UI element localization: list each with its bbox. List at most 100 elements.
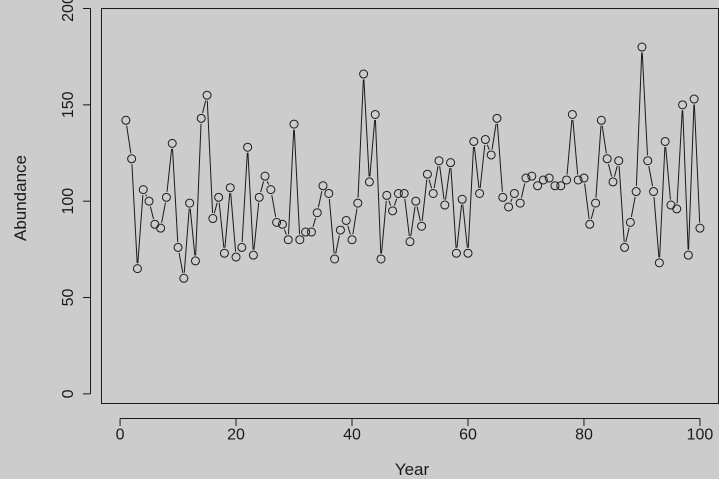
data-point: [695, 223, 705, 233]
data-point: [602, 154, 612, 164]
data-point: [411, 196, 421, 206]
data-point: [196, 113, 206, 123]
series-line-segment: [126, 125, 132, 154]
series-line-segment: [416, 206, 421, 221]
data-point: [364, 177, 374, 187]
data-point: [138, 185, 148, 195]
series-line-segment: [357, 79, 364, 198]
series-line-segment: [688, 104, 695, 250]
data-point: [533, 181, 543, 191]
series-line-segment: [312, 217, 317, 227]
data-point: [457, 194, 467, 204]
series-line-segment: [266, 180, 270, 185]
series-line-segment: [456, 204, 463, 248]
series-line-segment: [682, 110, 689, 250]
data-point: [498, 192, 508, 202]
series-line-segment: [608, 164, 613, 177]
data-point: [190, 256, 200, 266]
data-point: [219, 248, 229, 258]
x-tick-label: 60: [459, 426, 477, 443]
series-line-segment: [218, 202, 225, 248]
series-line-segment: [224, 193, 231, 248]
data-point: [359, 69, 369, 79]
series-line-segment: [653, 196, 660, 258]
series-line-segment: [213, 202, 218, 214]
y-tick-label: 200: [60, 0, 77, 22]
data-point: [649, 187, 659, 197]
series-line-segment: [584, 183, 590, 219]
data-point: [243, 142, 253, 152]
data-point: [260, 171, 270, 181]
series-line-segment: [369, 119, 376, 177]
x-tick-label: 40: [343, 426, 361, 443]
series-line-segment: [317, 191, 323, 208]
axis-layer: 0 20 40 60 80 100 0 50 100 150 200: [60, 0, 713, 443]
series-line-segment: [166, 148, 173, 192]
series-line-segment: [230, 193, 237, 252]
data-point: [353, 198, 363, 208]
series-line-segment: [665, 146, 671, 200]
data-point: [428, 188, 438, 198]
data-point: [666, 200, 676, 210]
data-point: [335, 225, 345, 235]
series-line-segment: [161, 202, 166, 223]
y-axis-title: Abundance: [11, 155, 30, 241]
series-line-segment: [467, 146, 475, 248]
series-line-segment: [462, 204, 468, 248]
series-line-segment: [613, 165, 618, 177]
data-point: [179, 273, 189, 283]
data-point: [301, 227, 311, 237]
data-point: [591, 198, 601, 208]
series-line-segment: [595, 125, 602, 198]
series-line-segment: [693, 104, 701, 223]
data-point: [289, 119, 299, 129]
data-point: [341, 215, 351, 225]
plot-frame: [101, 8, 719, 404]
data-point: [579, 173, 589, 183]
series-line-segment: [183, 208, 190, 273]
data-point: [480, 135, 490, 145]
data-point: [556, 181, 566, 191]
series-line-segment: [648, 166, 654, 187]
data-point: [312, 208, 322, 218]
data-point: [399, 188, 409, 198]
data-point: [237, 242, 247, 252]
series-line-segment: [491, 123, 497, 150]
data-point: [161, 192, 171, 202]
series-line-segment: [421, 179, 428, 221]
series-line-segment: [137, 195, 144, 264]
data-point: [620, 242, 630, 252]
x-tick-label: 0: [116, 426, 125, 443]
data-point: [382, 190, 392, 200]
data-point: [521, 173, 531, 183]
data-point: [214, 192, 224, 202]
data-point: [504, 202, 514, 212]
series-line-segment: [195, 123, 202, 256]
x-tick-label: 20: [227, 426, 245, 443]
x-tick-label: 80: [575, 426, 593, 443]
series-line-segment: [393, 198, 398, 206]
data-point: [585, 219, 595, 229]
series-layer: [121, 42, 705, 283]
data-point: [393, 188, 403, 198]
series-line-segment: [590, 208, 595, 220]
series-line-segment: [145, 194, 148, 197]
series-line-segment: [347, 225, 351, 235]
series-line-segment: [410, 206, 416, 237]
data-point: [440, 200, 450, 210]
data-point: [509, 188, 519, 198]
series-line-segment: [618, 166, 625, 242]
series-line-segment: [363, 79, 370, 177]
data-point: [266, 185, 276, 195]
data-point: [625, 217, 635, 227]
data-point: [306, 227, 316, 237]
data-point: [643, 156, 653, 166]
series-line-segment: [335, 235, 340, 254]
series-line-segment: [635, 52, 643, 187]
series-line-segment: [428, 179, 433, 189]
data-point: [654, 258, 664, 268]
data-point: [295, 235, 305, 245]
data-point: [272, 217, 282, 227]
series-line-segment: [293, 129, 301, 235]
series-line-segment: [381, 200, 387, 254]
